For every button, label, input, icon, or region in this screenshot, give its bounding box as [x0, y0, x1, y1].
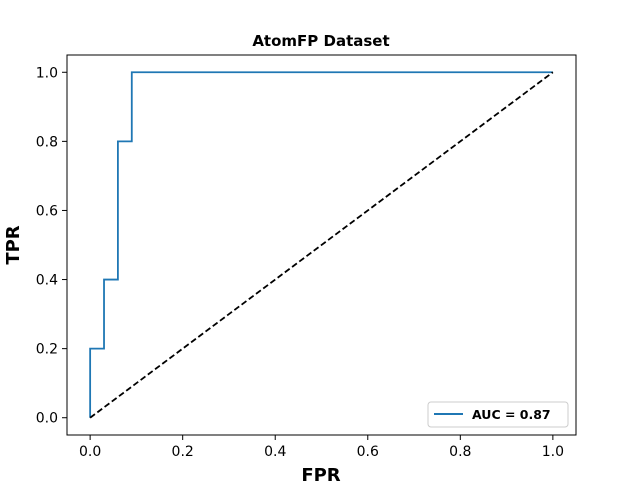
- roc-curve-line: [89, 71, 553, 418]
- y-tick-label: 0.4: [36, 273, 58, 289]
- legend: AUC = 0.87: [427, 401, 569, 428]
- x-axis-ticks: 0.0 0.2 0.4 0.6 0.8 1.0: [79, 435, 564, 460]
- x-tick-label: 0.2: [172, 444, 194, 460]
- series-layer: [89, 71, 554, 419]
- x-tick-label: 0.4: [264, 444, 286, 460]
- y-axis-ticks: 0.0 0.2 0.4 0.6 0.8 1.0: [36, 65, 67, 427]
- y-tick-label: 0.2: [36, 342, 58, 358]
- y-tick-label: 1.0: [36, 65, 58, 81]
- plot-frame: [66, 54, 577, 436]
- x-axis-label: FPR: [301, 465, 340, 486]
- x-tick-label: 0.6: [357, 444, 379, 460]
- y-axis-label: TPR: [3, 225, 24, 264]
- y-tick-label: 0.0: [36, 411, 58, 427]
- x-tick-label: 1.0: [542, 444, 564, 460]
- chart-title: AtomFP Dataset: [252, 32, 389, 50]
- x-tick-label: 0.0: [79, 444, 101, 460]
- y-tick-label: 0.8: [36, 134, 58, 150]
- legend-label: AUC = 0.87: [472, 407, 551, 422]
- legend-box: [427, 401, 569, 428]
- x-tick-label: 0.8: [449, 444, 471, 460]
- y-tick-label: 0.6: [36, 203, 58, 219]
- chance-diagonal-line: [89, 71, 554, 419]
